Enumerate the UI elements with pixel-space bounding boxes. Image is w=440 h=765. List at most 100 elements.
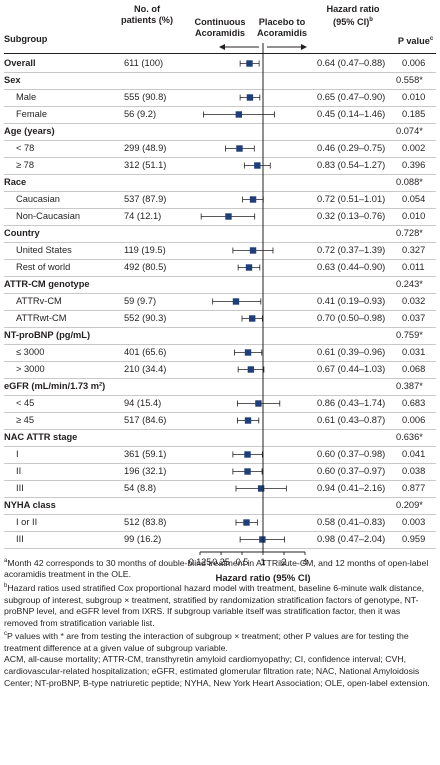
header-continuous-line2: Acoramidis	[194, 28, 246, 38]
patients-count: 611 (100)	[124, 58, 164, 68]
subgroup-label: > 3000	[16, 364, 45, 374]
footnote-abbrev-text: ACM, all-cause mortality; ATTR-CM, trans…	[4, 654, 430, 688]
row-separator	[4, 327, 436, 328]
p-value: 0.054	[402, 194, 426, 204]
subgroup-label: Race	[4, 177, 27, 187]
hazard-ratio-ci: 0.60 (0.37–0.97)	[317, 466, 386, 476]
patients-count: 59 (9.7)	[124, 296, 157, 306]
point-estimate	[249, 247, 257, 254]
point-estimate	[232, 298, 240, 305]
row-separator	[4, 89, 436, 90]
header-placebo-line2: Acoramidis	[256, 28, 308, 38]
group-row: Country 0.728*	[0, 225, 440, 242]
subgroup-label: NAC ATTR stage	[4, 432, 78, 442]
p-value: 0.068	[402, 364, 426, 374]
row-separator	[4, 259, 436, 260]
footnote-abbreviations: ACM, all-cause mortality; ATTR-CM, trans…	[4, 654, 436, 689]
subgroup-row: Male 555 (90.8) 0.65 (0.47–0.90) 0.010	[0, 89, 440, 106]
patients-count: 54 (8.8)	[124, 483, 157, 493]
subgroup-row: III 54 (8.8) 0.94 (0.41–2.16) 0.877	[0, 480, 440, 497]
subgroup-row: ≥ 45 517 (84.6) 0.61 (0.43–0.87) 0.006	[0, 412, 440, 429]
point-estimate	[249, 196, 257, 203]
hazard-ratio-ci: 0.58 (0.41–0.83)	[317, 517, 386, 527]
footnote-a-mark: a	[4, 558, 8, 564]
row-separator	[4, 310, 436, 311]
hazard-ratio-ci: 0.65 (0.47–0.90)	[317, 92, 386, 102]
p-value: 0.387*	[396, 381, 423, 391]
group-row: NT-proBNP (pg/mL) 0.759*	[0, 327, 440, 344]
p-value: 0.032	[402, 296, 426, 306]
subgroup-row: < 78 299 (48.9) 0.46 (0.29–0.75) 0.002	[0, 140, 440, 157]
patients-count: 119 (19.5)	[124, 245, 166, 255]
footnote-a: aMonth 42 corresponds to 30 months of do…	[4, 556, 436, 581]
patients-count: 512 (83.8)	[124, 517, 167, 527]
group-row: NYHA class 0.209*	[0, 497, 440, 514]
point-estimate	[245, 264, 253, 271]
row-separator	[4, 361, 436, 362]
subgroup-label: Caucasian	[16, 194, 60, 204]
subgroup-label: Country	[4, 228, 40, 238]
subgroup-label: < 45	[16, 398, 35, 408]
row-separator	[4, 378, 436, 379]
p-value: 0.683	[402, 398, 426, 408]
subgroup-label: Sex	[4, 75, 21, 85]
x-tick-label: 2	[281, 557, 286, 567]
header-hr-ci: (95% CI)	[333, 17, 370, 28]
header-separator	[4, 53, 436, 54]
p-value: 0.011	[402, 262, 425, 272]
patients-count: 552 (90.3)	[124, 313, 167, 323]
hazard-ratio-ci: 0.64 (0.47–0.88)	[317, 58, 386, 68]
row-separator	[4, 395, 436, 396]
point-estimate	[247, 366, 255, 373]
hazard-ratio-ci: 0.72 (0.51–1.01)	[317, 194, 386, 204]
point-estimate	[255, 400, 262, 407]
header-pvalue-sup: c	[429, 36, 434, 42]
patients-count: 210 (34.4)	[124, 364, 167, 374]
subgroup-label: I	[16, 449, 19, 459]
subgroup-row: ATTRwt-CM 552 (90.3) 0.70 (0.50–0.98) 0.037	[0, 310, 440, 327]
group-row: Sex 0.558*	[0, 72, 440, 89]
patients-count: 56 (9.2)	[124, 109, 157, 119]
patients-count: 401 (65.6)	[124, 347, 167, 357]
x-tick-label: 1	[260, 557, 265, 567]
subgroup-label: ≤ 3000	[16, 347, 45, 357]
subgroup-label: NT-proBNP (pg/mL)	[4, 330, 91, 340]
header-placebo: Placebo to Acoramidis	[252, 17, 312, 39]
subgroup-row: Caucasian 537 (87.9) 0.72 (0.51–1.01) 0.054	[0, 191, 440, 208]
subgroup-row: I or II 512 (83.8) 0.58 (0.41–0.83) 0.003	[0, 514, 440, 531]
p-value: 0.003	[402, 517, 426, 527]
p-value: 0.185	[402, 109, 426, 119]
hazard-ratio-ci: 0.41 (0.19–0.93)	[317, 296, 386, 306]
patients-count: 74 (12.1)	[124, 211, 162, 221]
subgroup-row: Female 56 (9.2) 0.45 (0.14–1.46) 0.185	[0, 106, 440, 123]
subgroup-label: Male	[16, 92, 37, 102]
patients-count: 555 (90.8)	[124, 92, 167, 102]
p-value: 0.327	[402, 245, 426, 255]
subgroup-row: ≥ 78 312 (51.1) 0.83 (0.54–1.27) 0.396	[0, 157, 440, 174]
hazard-ratio-ci: 0.86 (0.43–1.74)	[317, 398, 386, 408]
p-value: 0.010	[402, 92, 426, 102]
footnote-b-mark: b	[4, 583, 8, 590]
subgroup-row: < 45 94 (15.4) 0.86 (0.43–1.74) 0.683	[0, 395, 440, 412]
patients-count: 299 (48.9)	[124, 143, 167, 153]
point-estimate	[243, 519, 250, 526]
p-value: 0.074*	[396, 126, 423, 136]
header-npatients-line1: No. of	[133, 4, 161, 14]
point-estimate	[244, 468, 251, 475]
patients-count: 196 (32.1)	[124, 466, 167, 476]
footnote-c-mark: c	[4, 631, 7, 638]
subgroup-row: Rest of world 492 (80.5) 0.63 (0.44–0.90) 0…	[0, 259, 440, 276]
header-npatients: No. of patients (%)	[102, 4, 192, 26]
patients-count: 94 (15.4)	[124, 398, 162, 408]
x-tick-label: 4	[302, 557, 307, 567]
row-separator	[4, 429, 436, 430]
subgroup-label: Female	[16, 109, 48, 119]
p-value: 0.877	[402, 483, 426, 493]
group-row: Age (years) 0.074*	[0, 123, 440, 140]
row-separator	[4, 157, 436, 158]
subgroup-row: ATTRv-CM 59 (9.7) 0.41 (0.19–0.93) 0.032	[0, 293, 440, 310]
subgroup-row: > 3000 210 (34.4) 0.67 (0.44–1.03) 0.068	[0, 361, 440, 378]
row-separator	[4, 463, 436, 464]
point-estimate	[244, 451, 251, 458]
